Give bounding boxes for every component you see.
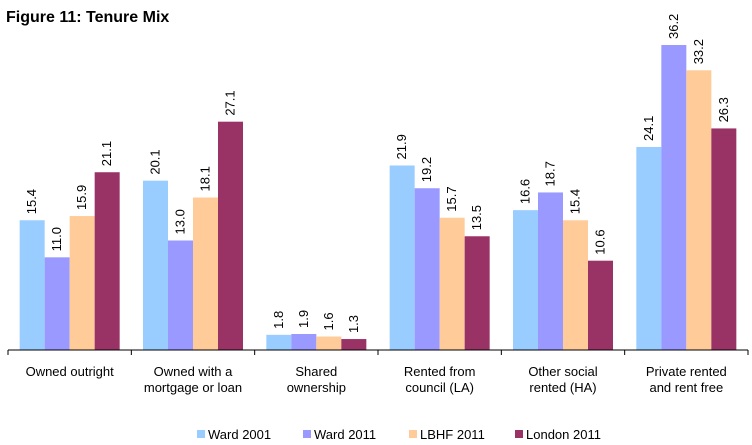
- data-label: 36.2: [666, 14, 681, 39]
- data-label: 16.6: [518, 179, 533, 204]
- legend-label: Ward 2001: [208, 427, 271, 442]
- data-label: 1.9: [296, 310, 311, 328]
- x-tick-label: Owned with a mortgage or loan: [144, 364, 242, 395]
- x-tick-label: Shared ownership: [287, 364, 346, 395]
- data-label: 33.2: [691, 39, 706, 64]
- bar: [513, 210, 538, 350]
- x-tick-label: Rented from council (LA): [404, 364, 476, 395]
- bar: [69, 216, 95, 350]
- data-label: 13.5: [469, 205, 484, 230]
- x-tick-label: Other social rented (HA): [528, 364, 597, 395]
- data-label: 18.1: [198, 166, 213, 191]
- bar: [168, 240, 193, 350]
- bar: [661, 45, 687, 350]
- bar: [414, 188, 440, 350]
- data-label: 10.6: [593, 229, 608, 254]
- data-label: 1.8: [271, 311, 286, 329]
- data-label: 27.1: [223, 90, 238, 115]
- bar: [588, 260, 613, 350]
- bar: [711, 128, 737, 350]
- data-label: 20.1: [148, 149, 163, 174]
- bar: [464, 236, 490, 350]
- bar: [193, 197, 218, 350]
- bar: [563, 220, 588, 350]
- legend-label: Ward 2011: [314, 427, 376, 442]
- bar: [341, 339, 367, 350]
- bar: [19, 220, 45, 350]
- bar: [94, 172, 120, 350]
- legend-swatch: [303, 430, 311, 438]
- data-label: 24.1: [641, 116, 656, 141]
- chart-title: Figure 11: Tenure Mix: [6, 9, 169, 26]
- bar: [44, 257, 70, 350]
- data-label: 21.1: [99, 141, 114, 166]
- data-label: 15.4: [568, 189, 583, 214]
- data-label: 19.2: [419, 157, 434, 182]
- data-label: 26.3: [716, 97, 731, 122]
- x-tick-label: Owned outright: [26, 364, 115, 379]
- legend-swatch: [515, 430, 523, 438]
- bar: [316, 336, 342, 350]
- data-label: 18.7: [543, 161, 558, 186]
- bar: [538, 192, 563, 350]
- data-label: 15.4: [24, 189, 39, 214]
- bar: [291, 333, 317, 350]
- bar: [389, 165, 415, 350]
- bar: [686, 70, 712, 350]
- bar: [218, 121, 243, 351]
- data-label: 1.6: [321, 312, 336, 330]
- data-label: 15.7: [444, 186, 459, 211]
- data-label: 1.3: [346, 315, 361, 333]
- bar: [636, 146, 662, 350]
- bar: [266, 334, 292, 350]
- data-label: 21.9: [394, 134, 409, 159]
- data-label: 13.0: [173, 209, 188, 234]
- bar: [439, 217, 465, 350]
- data-label: 11.0: [49, 227, 64, 251]
- x-tick-label: Private rented and rent free: [646, 364, 727, 395]
- legend-swatch: [197, 430, 205, 438]
- bar: [143, 180, 168, 350]
- data-label: 15.9: [74, 185, 89, 210]
- legend-label: LBHF 2011: [420, 427, 485, 442]
- legend-swatch: [409, 430, 417, 438]
- legend-label: London 2011: [526, 427, 601, 442]
